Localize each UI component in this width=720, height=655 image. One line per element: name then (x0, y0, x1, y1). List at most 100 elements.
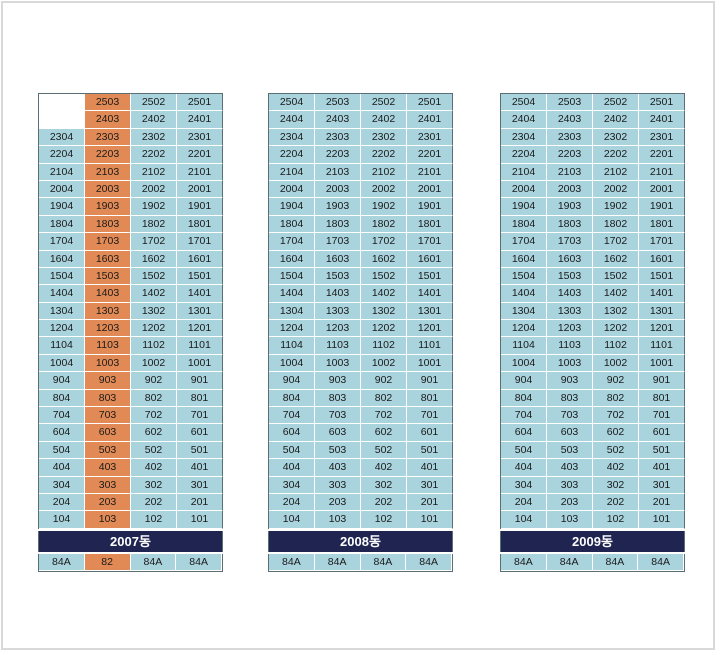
unit-cell: 1401 (407, 285, 453, 303)
unit-cell: 1802 (593, 215, 639, 234)
unit-cell: 302 (131, 476, 177, 494)
unit-cell: 2102 (361, 163, 407, 181)
unit-cell: 1601 (639, 250, 685, 268)
unit-cell: 1602 (131, 250, 177, 268)
unit-cell: 1604 (269, 250, 315, 268)
unit-cell: 302 (593, 476, 639, 494)
unit-cell: 1102 (361, 337, 407, 355)
unit-cell: 1201 (407, 320, 453, 338)
unit-cell: 1304 (501, 302, 547, 321)
unit-cell: 2104 (269, 163, 315, 181)
unit-cell: 1803 (315, 215, 361, 234)
unit-cell: 304 (39, 476, 85, 494)
empty-slot (39, 94, 85, 112)
unit-type-row: 84A 84A 84A 84A (268, 553, 453, 572)
unit-cell: 202 (593, 493, 639, 512)
unit-cell: 1304 (269, 302, 315, 321)
unit-cell: 1803 (547, 215, 593, 234)
unit-cell: 2502 (361, 94, 407, 112)
unit-cell: 1503 (315, 267, 361, 286)
unit-cell: 2101 (639, 163, 685, 181)
unit-cell: 804 (269, 389, 315, 408)
unit-grid: 2504 2503 2502 2501 2404 2403 2402 2401 2304 2303… (500, 93, 685, 529)
unit-cell: 801 (177, 389, 223, 408)
unit-cell: 601 (177, 424, 223, 442)
unit-cell: 404 (269, 459, 315, 477)
unit-cell: 1301 (177, 302, 223, 321)
unit-cell: 1003 (85, 354, 131, 373)
unit-cell: 2004 (39, 180, 85, 199)
unit-cell: 1502 (593, 267, 639, 286)
unit-cell: 803 (547, 389, 593, 408)
unit-grid: 2504 2503 2502 2501 2404 2403 2402 2401 2304 2303… (268, 93, 453, 529)
unit-cell: 1302 (593, 302, 639, 321)
unit-cell: 1203 (85, 320, 131, 338)
unit-cell: 701 (407, 407, 453, 425)
unit-cell: 602 (131, 424, 177, 442)
unit-cell: 2501 (639, 94, 685, 112)
unit-cell: 1901 (177, 198, 223, 216)
unit-cell: 2102 (593, 163, 639, 181)
unit-cell: 2004 (501, 180, 547, 199)
unit-cell: 1502 (361, 267, 407, 286)
unit-cell: 802 (361, 389, 407, 408)
unit-cell: 1401 (177, 285, 223, 303)
unit-cell: 2401 (407, 111, 453, 129)
unit-type-cell: 84A (638, 553, 684, 571)
unit-cell: 1804 (39, 215, 85, 234)
unit-cell: 602 (361, 424, 407, 442)
unit-cell: 1804 (501, 215, 547, 234)
unit-cell: 203 (85, 493, 131, 512)
unit-cell: 1702 (361, 233, 407, 251)
unit-cell: 2403 (85, 111, 131, 129)
unit-cell: 504 (269, 441, 315, 460)
unit-cell: 402 (361, 459, 407, 477)
unit-cell: 101 (407, 511, 453, 529)
unit-cell: 504 (501, 441, 547, 460)
unit-cell: 702 (593, 407, 639, 425)
unit-cell: 1403 (315, 285, 361, 303)
unit-cell: 503 (315, 441, 361, 460)
unit-cell: 1101 (639, 337, 685, 355)
unit-cell: 702 (361, 407, 407, 425)
unit-cell: 404 (39, 459, 85, 477)
unit-cell: 1204 (269, 320, 315, 338)
unit-cell: 1802 (361, 215, 407, 234)
unit-cell: 1103 (547, 337, 593, 355)
unit-type-cell: 84A (176, 553, 222, 571)
unit-cell: 1601 (407, 250, 453, 268)
unit-cell: 1404 (39, 285, 85, 303)
unit-cell: 2002 (361, 180, 407, 199)
unit-cell: 1103 (85, 337, 131, 355)
unit-cell: 701 (639, 407, 685, 425)
unit-cell: 801 (639, 389, 685, 408)
unit-cell: 201 (639, 493, 685, 512)
unit-cell: 401 (639, 459, 685, 477)
unit-cell: 2504 (501, 94, 547, 112)
unit-cell: 2301 (639, 128, 685, 147)
unit-cell: 1701 (407, 233, 453, 251)
unit-cell: 1004 (269, 354, 315, 373)
unit-cell: 1501 (407, 267, 453, 286)
unit-cell: 1804 (269, 215, 315, 234)
unit-cell: 1904 (39, 198, 85, 216)
unit-cell: 603 (547, 424, 593, 442)
unit-cell: 1701 (177, 233, 223, 251)
unit-cell: 1304 (39, 302, 85, 321)
unit-cell: 2502 (131, 94, 177, 112)
unit-cell: 1102 (593, 337, 639, 355)
unit-cell: 1704 (501, 233, 547, 251)
unit-cell: 2403 (547, 111, 593, 129)
unit-cell: 602 (593, 424, 639, 442)
unit-cell: 904 (501, 372, 547, 390)
unit-cell: 1101 (407, 337, 453, 355)
unit-cell: 1001 (177, 354, 223, 373)
unit-cell: 1301 (639, 302, 685, 321)
unit-cell: 1403 (547, 285, 593, 303)
unit-cell: 2103 (547, 163, 593, 181)
unit-cell: 1203 (315, 320, 361, 338)
unit-cell: 1703 (315, 233, 361, 251)
unit-cell: 1001 (639, 354, 685, 373)
unit-cell: 803 (85, 389, 131, 408)
unit-cell: 2204 (501, 146, 547, 164)
